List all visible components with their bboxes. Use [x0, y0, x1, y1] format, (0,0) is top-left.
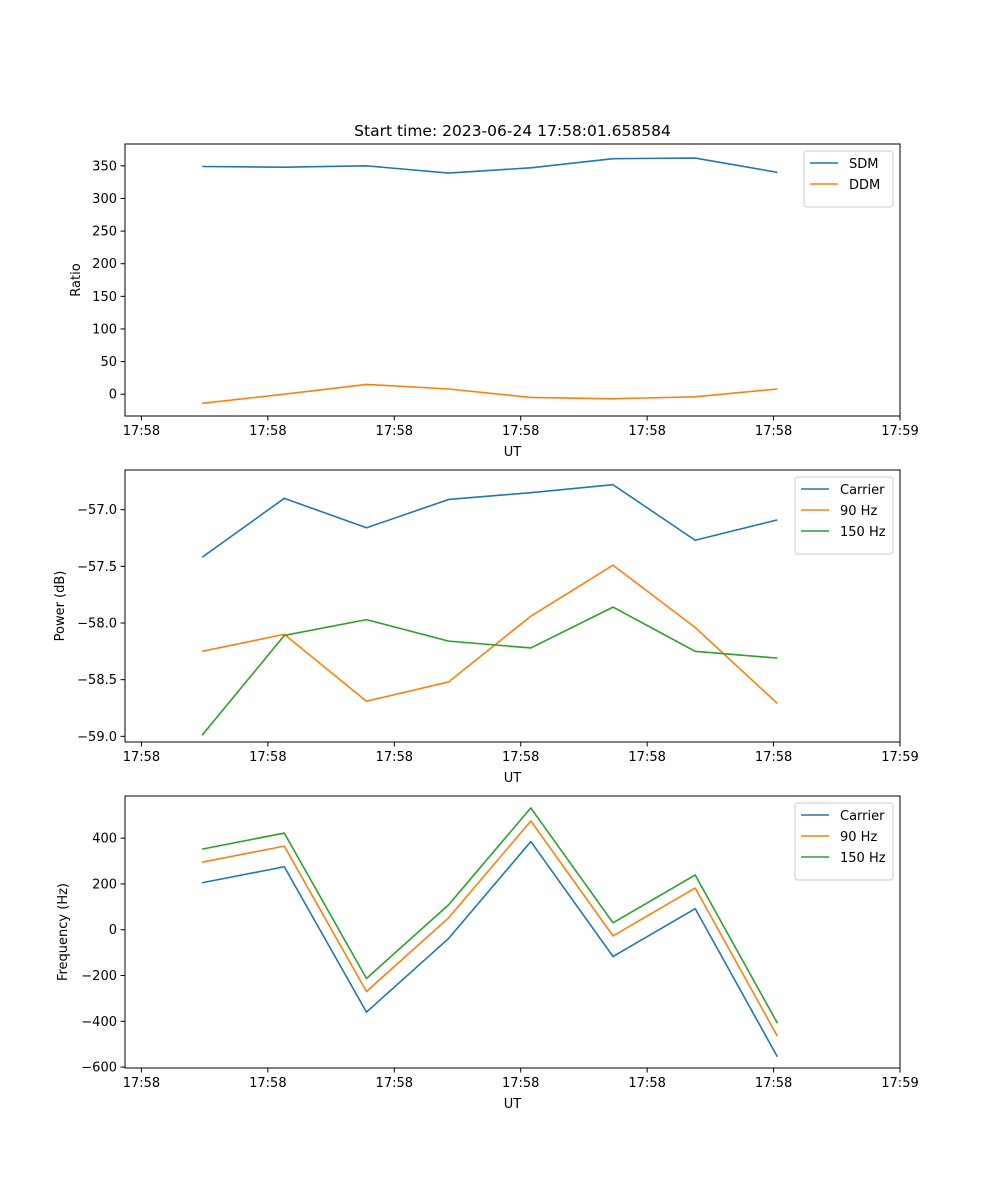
y-tick-label: −200 [81, 969, 117, 984]
legend-label: 150 Hz [840, 851, 886, 866]
x-tick-label: 17:58 [502, 750, 539, 765]
axes-frame [124, 469, 901, 743]
series-line-90-hz [201, 820, 779, 1037]
x-axis-label: UT [504, 771, 522, 786]
x-tick-label: 17:58 [376, 750, 413, 765]
y-tick-label: 250 [92, 225, 117, 240]
y-tick-label: 300 [92, 192, 117, 207]
legend: Carrier 90 Hz 150 Hz [794, 476, 894, 555]
x-tick-label: 17:58 [628, 750, 665, 765]
y-tick-label: −58.0 [77, 617, 117, 632]
y-tick-label: 200 [92, 877, 117, 892]
axes-frame [124, 795, 901, 1069]
y-axis-label: Power (dB) [53, 571, 68, 642]
legend-label: 90 Hz [840, 504, 877, 519]
axes-frame [124, 143, 901, 417]
y-tick-label: −400 [81, 1015, 117, 1030]
x-tick-label: 17:58 [502, 1076, 539, 1091]
legend-box [794, 802, 894, 881]
plots: 17:58 17:58 17:58 17:58 17:58 17:58 17:59 0 50 10… [53, 143, 919, 1112]
series-line-sdm [202, 157, 778, 174]
x-tick-label: 17:58 [755, 750, 792, 765]
legend: SDM DDM [803, 150, 894, 208]
y-axis-label: Frequency (Hz) [56, 883, 71, 981]
x-tick-label: 17:58 [123, 1076, 160, 1091]
x-tick-label: 17:58 [249, 424, 286, 439]
subplot-3: 17:58 17:58 17:58 17:58 17:58 17:58 17:59 −600 −… [56, 795, 919, 1112]
x-tick-label: 17:58 [249, 1076, 286, 1091]
y-axis-label: Ratio [69, 263, 84, 296]
legend: Carrier 90 Hz 150 Hz [794, 802, 894, 881]
x-tick-label: 17:58 [755, 424, 792, 439]
series-line-90-hz [201, 564, 778, 705]
y-tick-label: 0 [109, 923, 117, 938]
legend-label: 90 Hz [840, 830, 877, 845]
legend-label: Carrier [840, 809, 885, 824]
figure-title: Start time: 2023-06-24 17:58:01.658584 [354, 122, 671, 140]
legend-label: SDM [849, 157, 878, 172]
series-line-ddm [202, 383, 778, 405]
x-tick-label: 17:58 [376, 424, 413, 439]
subplot-1: 17:58 17:58 17:58 17:58 17:58 17:58 17:59 0 50 10… [69, 143, 919, 460]
series-line-carrier [201, 840, 779, 1058]
legend-box [803, 150, 894, 208]
y-tick-label: −57.5 [77, 560, 117, 575]
y-tick-label: 150 [92, 290, 117, 305]
x-tick-label: 17:58 [628, 424, 665, 439]
x-axis-label: UT [504, 1097, 522, 1112]
legend-label: Carrier [840, 483, 885, 498]
x-axis-label: UT [504, 445, 522, 460]
x-tick-label: 17:59 [881, 424, 918, 439]
x-tick-label: 17:58 [628, 1076, 665, 1091]
legend-box [794, 476, 894, 555]
y-tick-label: 50 [100, 355, 117, 370]
y-tick-label: −57.0 [77, 503, 117, 518]
x-tick-label: 17:58 [123, 750, 160, 765]
x-tick-label: 17:59 [881, 1076, 918, 1091]
y-tick-label: 400 [92, 832, 117, 847]
x-tick-label: 17:58 [376, 1076, 413, 1091]
y-tick-label: 100 [92, 322, 117, 337]
x-tick-label: 17:59 [881, 750, 918, 765]
series-line-150-hz [201, 606, 778, 736]
legend-label: 150 Hz [840, 525, 886, 540]
y-tick-label: −59.0 [77, 730, 117, 745]
y-tick-label: 0 [109, 388, 117, 403]
x-tick-label: 17:58 [123, 424, 160, 439]
x-tick-label: 17:58 [502, 424, 539, 439]
y-tick-label: 350 [92, 159, 117, 174]
subplot-2: 17:58 17:58 17:58 17:58 17:58 17:58 17:59 −59.0… [53, 469, 919, 786]
y-tick-label: −600 [81, 1061, 117, 1076]
x-tick-label: 17:58 [755, 1076, 792, 1091]
x-tick-label: 17:58 [249, 750, 286, 765]
y-tick-label: −58.5 [77, 673, 117, 688]
series-line-carrier [201, 483, 778, 558]
legend-label: DDM [849, 178, 880, 193]
series-line-150-hz [201, 807, 779, 1024]
y-tick-label: 200 [92, 257, 117, 272]
